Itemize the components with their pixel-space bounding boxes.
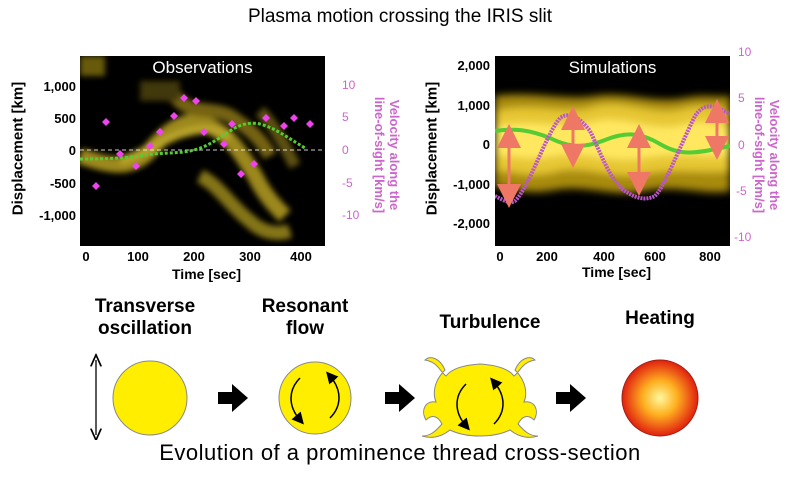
sim-x-axis-label: Time [sec]	[582, 264, 651, 280]
sim-xtick: 400	[593, 249, 615, 264]
sim-ytick: 0	[482, 137, 490, 152]
obs-right-label-line2: line-of-sight [km/s]	[372, 96, 387, 214]
stage-label-transverse: Transverse oscillation	[94, 296, 196, 339]
obs-rtick: 0	[342, 143, 349, 157]
obs-xtick: 200	[183, 249, 205, 264]
stage-label-heating: Heating	[625, 308, 695, 329]
sim-right-label-line1: Velocity along the	[767, 99, 782, 211]
sim-ytick: -2,000	[453, 216, 490, 231]
thread-turbulent	[421, 357, 539, 438]
obs-ytick: -1,000	[39, 208, 76, 223]
sim-xtick: 0	[496, 249, 504, 264]
flow-arrow-left	[290, 377, 304, 425]
obs-xtick: 100	[127, 249, 149, 264]
obs-xtick: 0	[82, 249, 90, 264]
obs-ytick: -500	[49, 176, 76, 191]
obs-right-axis-label: Velocity along the line-of-sight [km/s]	[372, 80, 402, 230]
stage-arrow-1	[218, 384, 248, 412]
simulations-title: Simulations	[568, 58, 657, 77]
observations-image	[80, 56, 325, 240]
page-title: Plasma motion crossing the IRIS slit	[247, 6, 553, 27]
obs-rtick: 10	[342, 78, 356, 92]
sim-y-axis-label: Displacement [km]	[423, 81, 441, 216]
obs-rtick: -10	[342, 208, 360, 222]
observations-plot: Observations	[80, 56, 325, 246]
obs-rtick: 5	[342, 110, 349, 124]
sim-rtick: -5	[736, 184, 747, 198]
obs-x-axis-label: Time [sec]	[172, 266, 241, 282]
sim-xtick: 600	[644, 249, 666, 264]
obs-ytick: 1,000	[43, 79, 76, 94]
obs-velocity-points	[92, 94, 314, 190]
stage-arrow-2	[385, 384, 415, 412]
thread-circle-yellow	[112, 360, 188, 436]
sim-right-axis-label: Velocity along the line-of-sight [km/s]	[752, 80, 782, 230]
obs-rtick: -5	[342, 176, 353, 190]
caption: Evolution of a prominence thread cross-s…	[159, 440, 641, 465]
obs-y-axis-label: Displacement [km]	[9, 81, 27, 216]
sim-rtick: 0	[738, 138, 745, 152]
thread-circle-resonant	[278, 361, 352, 435]
obs-right-label-line1: Velocity along the	[387, 99, 402, 211]
obs-ytick: 500	[54, 111, 76, 126]
stage-label-turbulence: Turbulence	[439, 312, 541, 333]
obs-xtick: 300	[239, 249, 261, 264]
sim-ytick: 1,000	[457, 98, 490, 113]
sim-ytick: -1,000	[453, 177, 490, 192]
sim-velocity-curve	[495, 104, 730, 205]
obs-displacement-curve	[80, 121, 306, 161]
thread-circle-heated	[621, 359, 699, 437]
sim-arrows	[497, 99, 729, 208]
sim-right-label-line2: line-of-sight [km/s]	[752, 96, 767, 214]
sim-rtick: 5	[738, 91, 745, 105]
stage-arrow-3	[556, 384, 586, 412]
flow-arrow-right	[326, 371, 340, 419]
sim-ytick: 2,000	[457, 58, 490, 73]
observations-title: Observations	[152, 58, 253, 77]
stage-diagrams	[0, 340, 699, 440]
sim-rtick: -10	[734, 230, 752, 244]
sim-xtick: 800	[699, 249, 721, 264]
sim-xtick: 200	[536, 249, 558, 264]
sim-rtick: 10	[738, 45, 752, 59]
simulations-plot: Simulations	[495, 56, 730, 246]
obs-ytick: 0	[68, 143, 76, 158]
simulations-image	[495, 94, 730, 208]
stage-label-resonant: Resonant flow	[261, 296, 349, 339]
obs-xtick: 400	[290, 249, 312, 264]
